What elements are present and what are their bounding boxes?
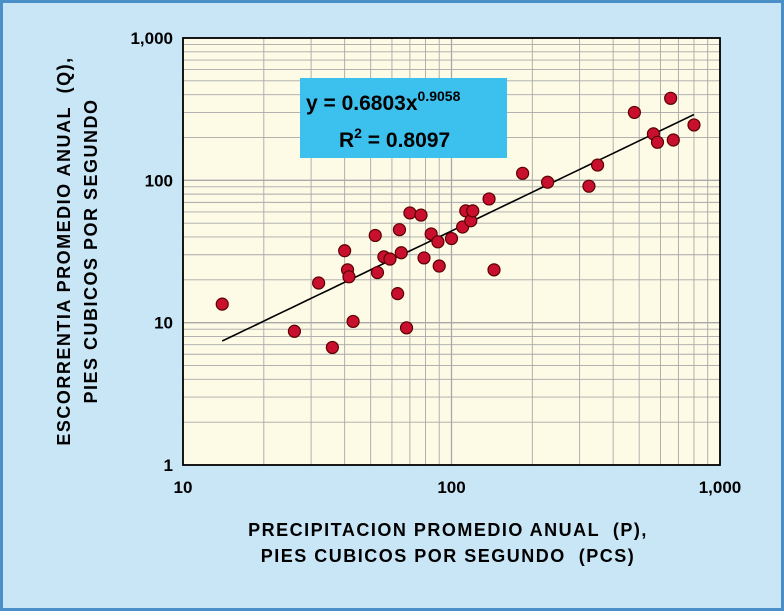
data-point <box>414 208 428 222</box>
data-point <box>432 259 446 273</box>
equation-box: y = 0.6803x0.9058 R2 = 0.8097 <box>300 78 507 158</box>
y-tick-label: 1 <box>164 456 173 475</box>
y-tick-label: 100 <box>145 171 173 190</box>
data-point <box>417 251 431 265</box>
data-point <box>325 340 339 355</box>
data-point <box>666 133 680 147</box>
x-tick-label: 1,000 <box>699 478 742 497</box>
data-point <box>370 265 385 280</box>
x-axis-title-line-1: PRECIPITACION PROMEDIO ANUAL (P), <box>248 520 648 540</box>
data-point <box>516 166 530 180</box>
y-axis-title-line-1: ESCORRENTIA PROMEDIO ANUAL (Q), <box>54 56 74 445</box>
data-point <box>312 276 326 290</box>
data-point <box>487 263 501 277</box>
data-point <box>346 314 360 329</box>
r2-prefix: R <box>339 129 354 152</box>
data-point <box>215 297 229 311</box>
data-point <box>582 179 596 193</box>
x-axis-title-line-2: PIES CUBICOS POR SEGUNDO (PCS) <box>261 546 636 566</box>
r2-superscript: 2 <box>354 125 362 141</box>
r2-suffix: = 0.8097 <box>362 129 450 152</box>
data-point <box>368 228 382 243</box>
data-point <box>394 246 408 260</box>
plot-border <box>182 37 721 466</box>
data-point <box>466 204 480 218</box>
data-point <box>482 192 496 206</box>
equation-prefix: y = 0.6803x <box>306 92 418 115</box>
data-point <box>287 324 302 338</box>
y-axis-title-2: PIES CUBICOS POR SEGUNDO <box>81 98 101 403</box>
data-points <box>215 91 701 355</box>
equation-box-bg <box>300 78 507 158</box>
equation-exponent: 0.9058 <box>418 88 461 104</box>
data-point <box>383 252 397 266</box>
data-point <box>399 321 414 335</box>
x-tick-label: 10 <box>174 478 193 497</box>
data-point <box>342 270 356 284</box>
y-tick-label: 1,000 <box>130 29 173 48</box>
y-axis-title: ESCORRENTIA PROMEDIO ANUAL (Q), <box>54 56 74 445</box>
data-point <box>627 105 642 120</box>
y-tick-label: 10 <box>154 314 173 333</box>
y-axis-title-line-2: PIES CUBICOS POR SEGUNDO <box>81 98 101 403</box>
data-point <box>541 175 555 189</box>
data-point <box>590 158 605 172</box>
data-point <box>650 135 665 149</box>
equation-line: y = 0.6803x0.9058 <box>306 88 461 115</box>
r-squared-line: R2 = 0.8097 <box>339 125 450 152</box>
data-point <box>687 118 701 132</box>
data-point <box>391 287 405 301</box>
data-point <box>338 244 352 258</box>
data-point <box>444 231 459 246</box>
data-point <box>403 206 417 220</box>
x-tick-label: 100 <box>437 478 465 497</box>
data-point <box>664 91 678 105</box>
data-point <box>392 223 407 237</box>
data-point <box>431 235 445 249</box>
